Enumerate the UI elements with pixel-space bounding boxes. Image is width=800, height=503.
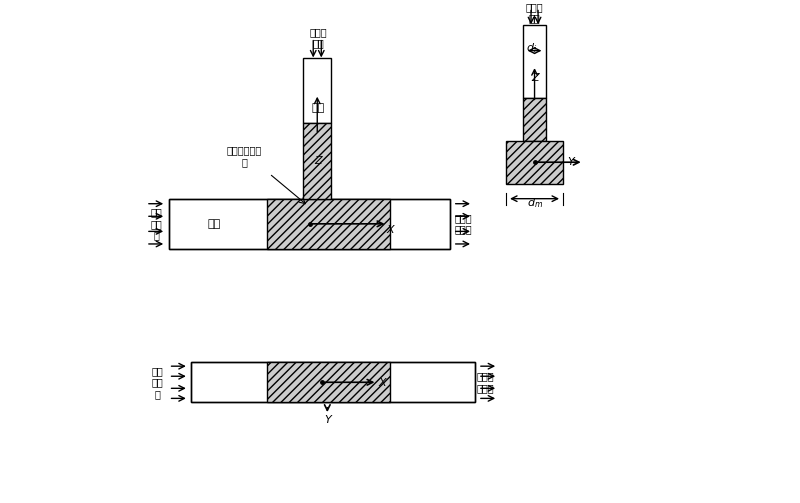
Text: 热流
体入
口: 热流 体入 口 bbox=[152, 366, 163, 399]
Text: 冷流体
入口: 冷流体 入口 bbox=[309, 27, 327, 48]
Text: Y: Y bbox=[325, 415, 331, 425]
Bar bbox=[169, 199, 450, 249]
Text: 混合流
体出口: 混合流 体出口 bbox=[477, 372, 494, 393]
Text: 主管: 主管 bbox=[207, 219, 221, 229]
Bar bbox=[523, 98, 546, 141]
Text: 支管: 支管 bbox=[311, 103, 325, 113]
Bar bbox=[266, 362, 390, 402]
Text: X: X bbox=[386, 225, 394, 235]
Bar bbox=[303, 58, 331, 123]
Bar bbox=[191, 362, 475, 402]
Text: Y: Y bbox=[568, 157, 574, 167]
Text: $d_m$: $d_m$ bbox=[526, 196, 543, 210]
Text: 混合流
体出口: 混合流 体出口 bbox=[454, 213, 472, 234]
Text: Z: Z bbox=[314, 156, 322, 166]
Text: $d_i$: $d_i$ bbox=[526, 41, 538, 55]
Bar bbox=[506, 141, 563, 184]
Bar bbox=[523, 25, 546, 98]
Bar bbox=[169, 199, 450, 249]
Text: Z: Z bbox=[531, 73, 539, 83]
Text: 填充的多孔介
质: 填充的多孔介 质 bbox=[226, 145, 262, 166]
Bar bbox=[309, 371, 346, 393]
Bar bbox=[303, 123, 331, 199]
Text: X: X bbox=[378, 378, 386, 388]
Text: 热流
体入
口: 热流 体入 口 bbox=[150, 207, 162, 240]
Bar bbox=[191, 362, 475, 402]
Text: 冷流体
入口: 冷流体 入口 bbox=[526, 2, 544, 23]
Bar bbox=[266, 199, 390, 249]
